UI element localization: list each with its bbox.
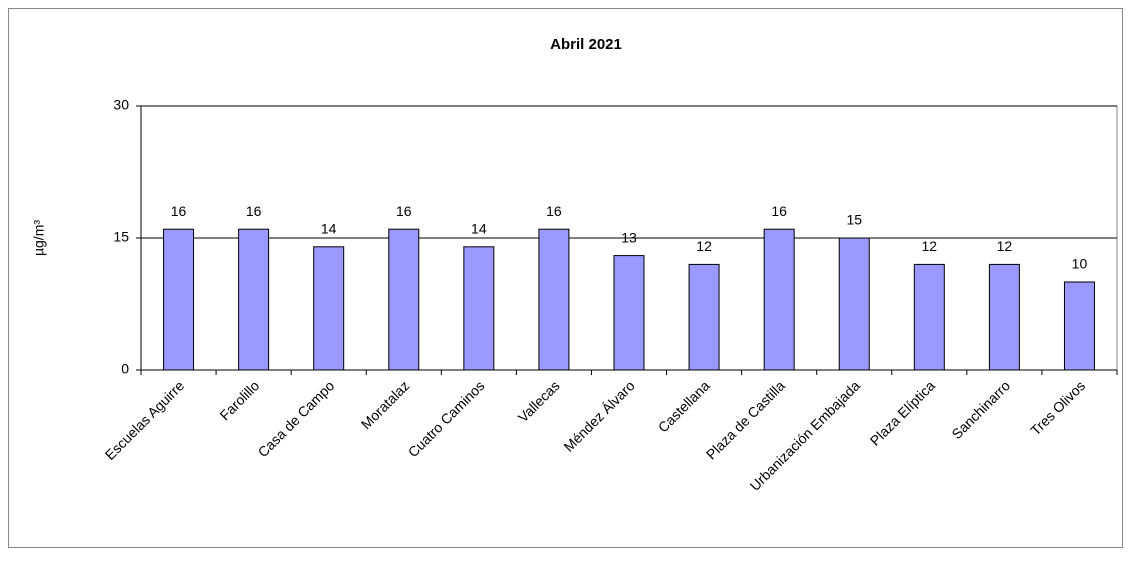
- data-label: 14: [321, 221, 337, 237]
- bar: [538, 228, 570, 371]
- bar: [613, 255, 645, 371]
- data-label: 15: [846, 212, 862, 228]
- data-label: 16: [546, 203, 562, 219]
- bar: [913, 263, 945, 371]
- bar: [388, 228, 420, 371]
- y-tick-label: 15: [113, 229, 129, 245]
- data-label: 10: [1072, 256, 1088, 272]
- bar: [1063, 281, 1095, 371]
- y-tick-label: 30: [113, 97, 129, 113]
- data-label: 16: [171, 203, 187, 219]
- data-label: 14: [471, 221, 487, 237]
- data-label: 13: [621, 229, 637, 245]
- data-label: 12: [997, 238, 1013, 254]
- bar: [688, 263, 720, 371]
- bar: [313, 246, 345, 371]
- data-label: 16: [396, 203, 412, 219]
- bar: [238, 228, 270, 371]
- y-axis-label: µg/m³: [31, 220, 47, 256]
- bar: [163, 228, 195, 371]
- bar: [838, 237, 870, 371]
- data-label: 16: [771, 203, 787, 219]
- data-label: 16: [246, 203, 262, 219]
- data-label: 12: [922, 238, 938, 254]
- y-tick-label: 0: [121, 361, 129, 377]
- bar: [988, 263, 1020, 371]
- bar: [763, 228, 795, 371]
- chart-title: Abril 2021: [550, 36, 622, 53]
- bar: [463, 246, 495, 371]
- data-label: 12: [696, 238, 712, 254]
